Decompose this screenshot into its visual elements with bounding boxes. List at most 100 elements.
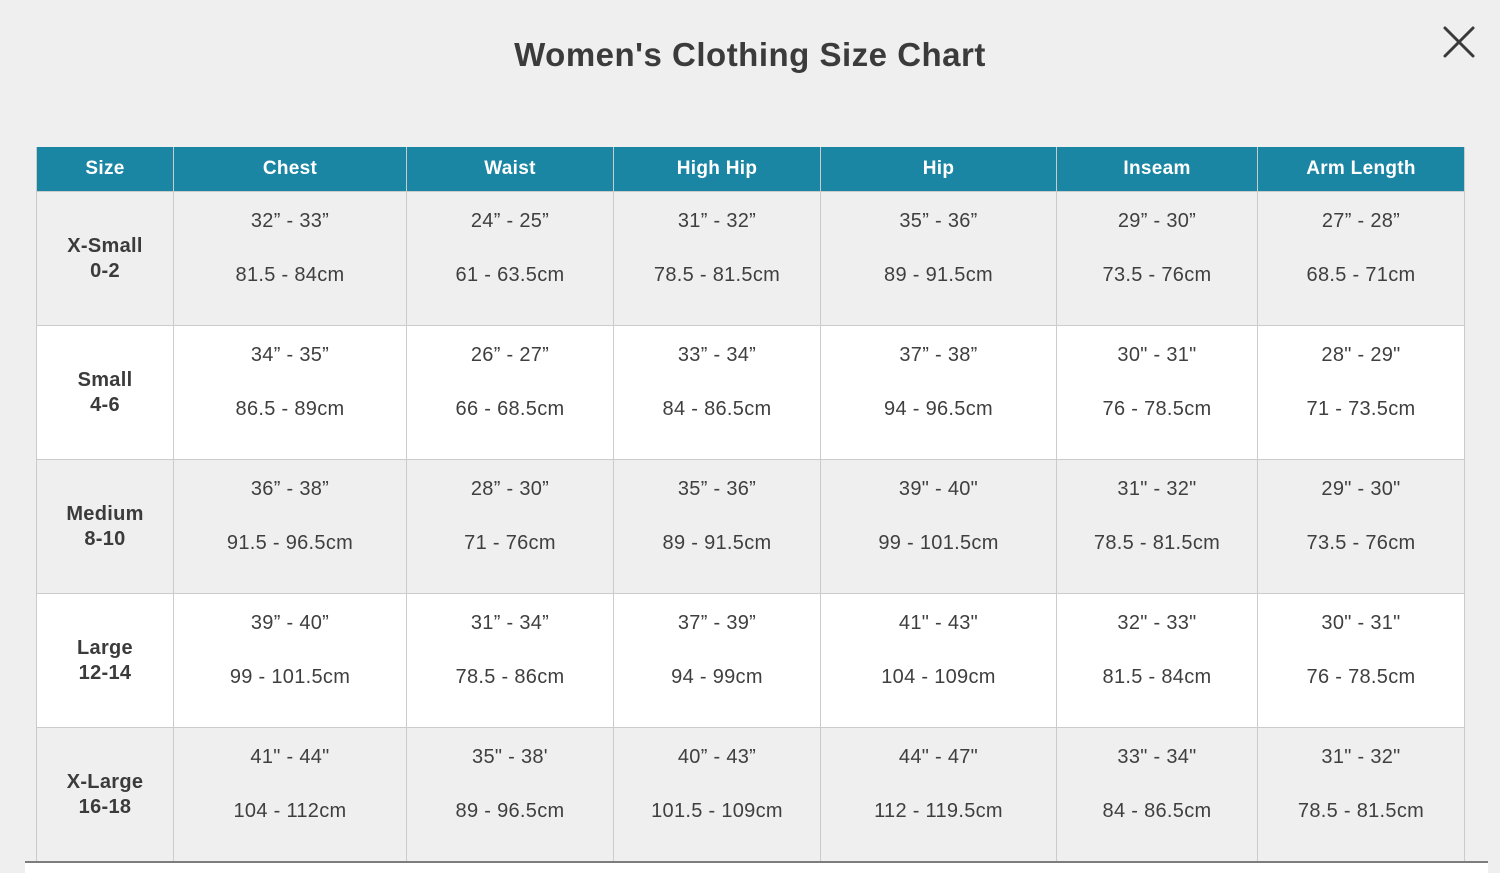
- table-cell: 29” - 30” 73.5 - 76cm: [1057, 192, 1258, 326]
- cell-inches: 33” - 34”: [677, 344, 757, 366]
- column-header-waist: Waist: [407, 147, 614, 192]
- cell-cm: 91.5 - 96.5cm: [226, 532, 354, 554]
- cell-inches: 39" - 40": [898, 478, 979, 500]
- cell-inches: 27” - 28”: [1321, 210, 1401, 232]
- size-cell: Medium 8-10: [37, 460, 174, 594]
- cell-cm: 89 - 96.5cm: [455, 800, 565, 822]
- column-header-high-hip: High Hip: [614, 147, 821, 192]
- cell-cm: 84 - 86.5cm: [1102, 800, 1212, 822]
- column-header-size: Size: [37, 147, 174, 192]
- cell-inches: 31” - 32”: [677, 210, 757, 232]
- size-cell: X-Large 16-18: [37, 728, 174, 862]
- size-label: Medium: [66, 502, 144, 525]
- table-cell: 44" - 47" 112 - 119.5cm: [821, 728, 1057, 862]
- cell-cm: 86.5 - 89cm: [235, 398, 345, 420]
- size-label: Small: [77, 368, 133, 391]
- size-range: 0-2: [90, 259, 120, 282]
- table-cell: 37” - 39” 94 - 99cm: [614, 594, 821, 728]
- cell-inches: 40” - 43”: [677, 746, 757, 768]
- cell-cm: 81.5 - 84cm: [235, 264, 345, 286]
- table-cell: 33" - 34" 84 - 86.5cm: [1057, 728, 1258, 862]
- cell-inches: 41" - 44": [250, 746, 330, 768]
- cell-inches: 32” - 33”: [250, 210, 330, 232]
- size-range: 12-14: [78, 661, 132, 684]
- cell-inches: 32" - 33": [1117, 612, 1197, 634]
- cell-cm: 78.5 - 81.5cm: [1093, 532, 1221, 554]
- size-label: X-Large: [66, 770, 144, 793]
- table-cell: 28" - 29" 71 - 73.5cm: [1258, 326, 1465, 460]
- table-cell: 41" - 43" 104 - 109cm: [821, 594, 1057, 728]
- cell-inches: 33" - 34": [1117, 746, 1197, 768]
- table-cell: 28” - 30” 71 - 76cm: [407, 460, 614, 594]
- cell-inches: 29” - 30”: [1117, 210, 1197, 232]
- cell-cm: 99 - 101.5cm: [229, 666, 351, 688]
- table-cell: 32" - 33" 81.5 - 84cm: [1057, 594, 1258, 728]
- table-cell: 36” - 38” 91.5 - 96.5cm: [174, 460, 407, 594]
- table-cell: 39" - 40" 99 - 101.5cm: [821, 460, 1057, 594]
- size-chart-table: Size Chest Waist High Hip Hip Inseam Arm…: [36, 147, 1465, 862]
- table-cell: 31” - 32” 78.5 - 81.5cm: [614, 192, 821, 326]
- cell-inches: 24” - 25”: [470, 210, 550, 232]
- table-cell: 37” - 38” 94 - 96.5cm: [821, 326, 1057, 460]
- cell-cm: 66 - 68.5cm: [455, 398, 565, 420]
- cell-cm: 84 - 86.5cm: [662, 398, 772, 420]
- cell-inches: 37” - 39”: [677, 612, 757, 634]
- size-label: Large: [77, 636, 133, 659]
- cell-cm: 68.5 - 71cm: [1306, 264, 1416, 286]
- table-cell: 40” - 43” 101.5 - 109cm: [614, 728, 821, 862]
- cell-cm: 112 - 119.5cm: [874, 800, 1003, 822]
- cell-cm: 104 - 112cm: [233, 800, 347, 822]
- cell-inches: 37” - 38”: [899, 344, 978, 366]
- cell-inches: 35” - 36”: [677, 478, 757, 500]
- cell-cm: 71 - 76cm: [464, 532, 556, 554]
- table-cell: 24” - 25” 61 - 63.5cm: [407, 192, 614, 326]
- table-cell: 26” - 27” 66 - 68.5cm: [407, 326, 614, 460]
- cell-cm: 81.5 - 84cm: [1102, 666, 1212, 688]
- table-cell: 39” - 40” 99 - 101.5cm: [174, 594, 407, 728]
- cell-cm: 73.5 - 76cm: [1102, 264, 1212, 286]
- cell-cm: 76 - 78.5cm: [1306, 666, 1416, 688]
- size-range: 16-18: [78, 795, 132, 818]
- cell-cm: 89 - 91.5cm: [884, 264, 993, 286]
- page-title: Women's Clothing Size Chart: [514, 36, 986, 73]
- cell-cm: 94 - 96.5cm: [884, 398, 993, 420]
- cell-cm: 76 - 78.5cm: [1102, 398, 1212, 420]
- close-icon: [1441, 24, 1477, 63]
- table-cell: 27” - 28” 68.5 - 71cm: [1258, 192, 1465, 326]
- cell-cm: 61 - 63.5cm: [455, 264, 565, 286]
- table-cell: 35” - 36” 89 - 91.5cm: [614, 460, 821, 594]
- column-header-inseam: Inseam: [1057, 147, 1258, 192]
- next-section-edge: [25, 861, 1488, 873]
- cell-cm: 78.5 - 86cm: [455, 666, 565, 688]
- cell-cm: 78.5 - 81.5cm: [653, 264, 781, 286]
- cell-inches: 41" - 43": [898, 612, 979, 634]
- cell-inches: 30" - 31": [1321, 612, 1401, 634]
- size-cell: Large 12-14: [37, 594, 174, 728]
- table-cell: 35” - 36” 89 - 91.5cm: [821, 192, 1057, 326]
- table-cell: 31" - 32" 78.5 - 81.5cm: [1258, 728, 1465, 862]
- size-label: X-Small: [67, 234, 143, 257]
- cell-inches: 31” - 34”: [470, 612, 550, 634]
- table-cell: 35" - 38' 89 - 96.5cm: [407, 728, 614, 862]
- cell-inches: 31" - 32": [1117, 478, 1197, 500]
- cell-inches: 35" - 38': [472, 746, 548, 768]
- cell-inches: 35” - 36”: [899, 210, 978, 232]
- cell-inches: 39” - 40”: [250, 612, 330, 634]
- cell-cm: 78.5 - 81.5cm: [1297, 800, 1425, 822]
- table-cell: 34” - 35” 86.5 - 89cm: [174, 326, 407, 460]
- cell-inches: 30" - 31": [1117, 344, 1197, 366]
- cell-cm: 101.5 - 109cm: [651, 800, 783, 822]
- size-range: 4-6: [90, 393, 120, 416]
- cell-inches: 26” - 27”: [470, 344, 550, 366]
- table-cell: 33” - 34” 84 - 86.5cm: [614, 326, 821, 460]
- close-button[interactable]: [1439, 23, 1479, 63]
- table-cell: 31" - 32" 78.5 - 81.5cm: [1057, 460, 1258, 594]
- cell-cm: 89 - 91.5cm: [662, 532, 772, 554]
- table-cell: 32” - 33” 81.5 - 84cm: [174, 192, 407, 326]
- table-cell: 30" - 31" 76 - 78.5cm: [1258, 594, 1465, 728]
- table-cell: 41" - 44" 104 - 112cm: [174, 728, 407, 862]
- cell-cm: 71 - 73.5cm: [1306, 398, 1416, 420]
- table-cell: 30" - 31" 76 - 78.5cm: [1057, 326, 1258, 460]
- cell-inches: 31" - 32": [1321, 746, 1401, 768]
